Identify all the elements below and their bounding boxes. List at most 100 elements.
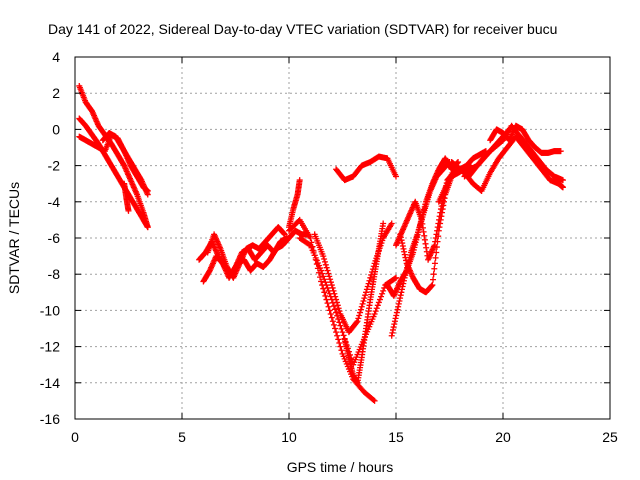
x-tick-label: 5 [178,429,186,445]
data-point [334,332,341,339]
data-point [391,275,398,282]
y-axis-label: SDTVAR / TECUs [6,182,22,294]
data-point [365,280,372,287]
x-tick-label: 0 [71,429,79,445]
x-tick-label: 25 [602,429,618,445]
series-track-14 [333,153,399,184]
data-point [357,309,364,316]
data-point [372,308,379,315]
data-point [430,271,437,278]
y-tick-label: 2 [52,85,60,101]
data-point [559,177,566,184]
data-point [327,279,334,286]
data-point [354,318,361,325]
data-point [332,293,339,300]
data-point [322,261,329,268]
data-point [359,300,366,307]
data-point [432,254,439,261]
data-point [433,249,440,256]
series-track-19 [435,133,566,205]
data-point [363,289,370,296]
data-point [339,329,346,336]
x-axis-label: GPS time / hours [287,459,394,475]
series-track-4 [99,130,151,198]
data-point [328,282,335,289]
series-track-17 [393,148,489,263]
x-tick-label: 10 [281,429,297,445]
data-point [393,274,399,281]
data-point [329,318,336,325]
data-point [370,396,377,403]
data-point [430,276,437,283]
data-point [325,270,332,277]
y-tick-label: 0 [52,121,60,137]
data-point [340,332,347,339]
data-point [431,265,438,272]
data-point [379,290,386,297]
y-tick-label: -14 [40,375,60,391]
data-point [306,241,313,248]
data-point [328,314,335,321]
data-point [380,287,387,294]
data-point [320,285,327,292]
data-point [381,284,388,291]
data-point [326,273,333,280]
data-point [144,191,151,198]
data-point [355,315,362,322]
data-point [337,322,344,329]
data-point [373,305,380,312]
series-track-5 [121,180,132,214]
data-point [431,260,438,267]
data-point [336,308,343,315]
axis-ticks [74,56,611,420]
data-point [332,325,339,332]
data-point [393,173,399,180]
data-point [559,184,566,191]
data-point [144,224,151,231]
data-point [321,289,328,296]
data-point [327,311,334,318]
data-point [374,302,381,309]
data-point [333,296,340,303]
x-tick-label: 15 [388,429,404,445]
series-track-13 [341,220,387,386]
data-point [326,307,333,314]
data-point [435,233,442,240]
data-point [336,339,343,346]
data-point [353,319,360,326]
data-point [360,297,367,304]
data-point [319,270,326,277]
y-tick-label: 4 [52,49,60,65]
data-point [296,177,303,184]
data-point [335,336,342,343]
data-point [332,306,339,313]
data-point [330,321,337,328]
data-point [357,306,364,313]
y-tick-label: -12 [40,339,60,355]
data-point [320,253,327,260]
data-point [283,235,290,241]
data-point [367,274,374,281]
data-point [356,312,363,319]
data-point [366,277,373,284]
series-track-22 [461,126,513,180]
data-point [333,299,340,306]
data-point [324,267,331,274]
data-point [323,296,330,303]
data-point [329,284,336,291]
series-track-7 [200,235,290,285]
data-point [362,292,369,299]
data-point [338,347,345,354]
data-point [380,220,387,227]
data-points [76,82,566,404]
chart-title: Day 141 of 2022, Sidereal Day-to-day VTE… [48,21,557,37]
data-point [322,292,329,299]
data-point [323,282,330,289]
data-point [325,303,332,310]
data-point [358,303,365,310]
y-tick-label: -16 [40,411,60,427]
y-tick-label: -2 [48,158,61,174]
data-point [334,302,341,309]
data-point [557,148,564,155]
